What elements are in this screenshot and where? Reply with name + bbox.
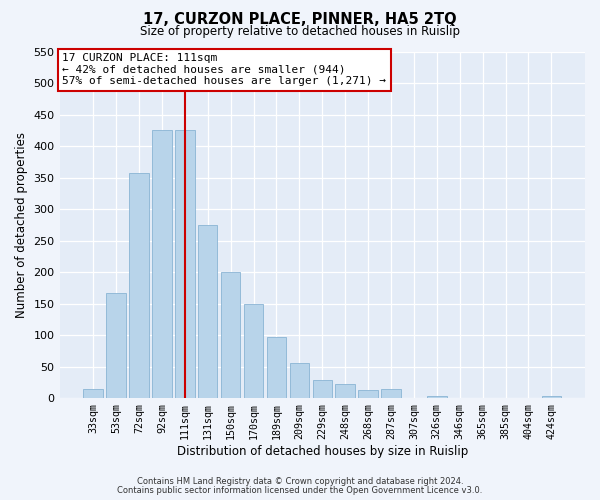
Bar [427, 396, 446, 398]
Y-axis label: Number of detached properties: Number of detached properties [15, 132, 28, 318]
Bar [175, 130, 194, 398]
X-axis label: Distribution of detached houses by size in Ruislip: Distribution of detached houses by size … [176, 444, 468, 458]
Bar [129, 173, 149, 398]
Bar [106, 293, 126, 398]
Text: Contains public sector information licensed under the Open Government Licence v3: Contains public sector information licen… [118, 486, 482, 495]
Bar [313, 380, 332, 398]
Text: 17, CURZON PLACE, PINNER, HA5 2TQ: 17, CURZON PLACE, PINNER, HA5 2TQ [143, 12, 457, 28]
Bar [221, 272, 241, 398]
Text: 17 CURZON PLACE: 111sqm
← 42% of detached houses are smaller (944)
57% of semi-d: 17 CURZON PLACE: 111sqm ← 42% of detache… [62, 53, 386, 86]
Bar [83, 388, 103, 398]
Bar [542, 396, 561, 398]
Text: Contains HM Land Registry data © Crown copyright and database right 2024.: Contains HM Land Registry data © Crown c… [137, 477, 463, 486]
Bar [152, 130, 172, 398]
Bar [290, 364, 309, 398]
Text: Size of property relative to detached houses in Ruislip: Size of property relative to detached ho… [140, 25, 460, 38]
Bar [358, 390, 378, 398]
Bar [198, 225, 217, 398]
Bar [335, 384, 355, 398]
Bar [381, 388, 401, 398]
Bar [244, 304, 263, 398]
Bar [267, 337, 286, 398]
